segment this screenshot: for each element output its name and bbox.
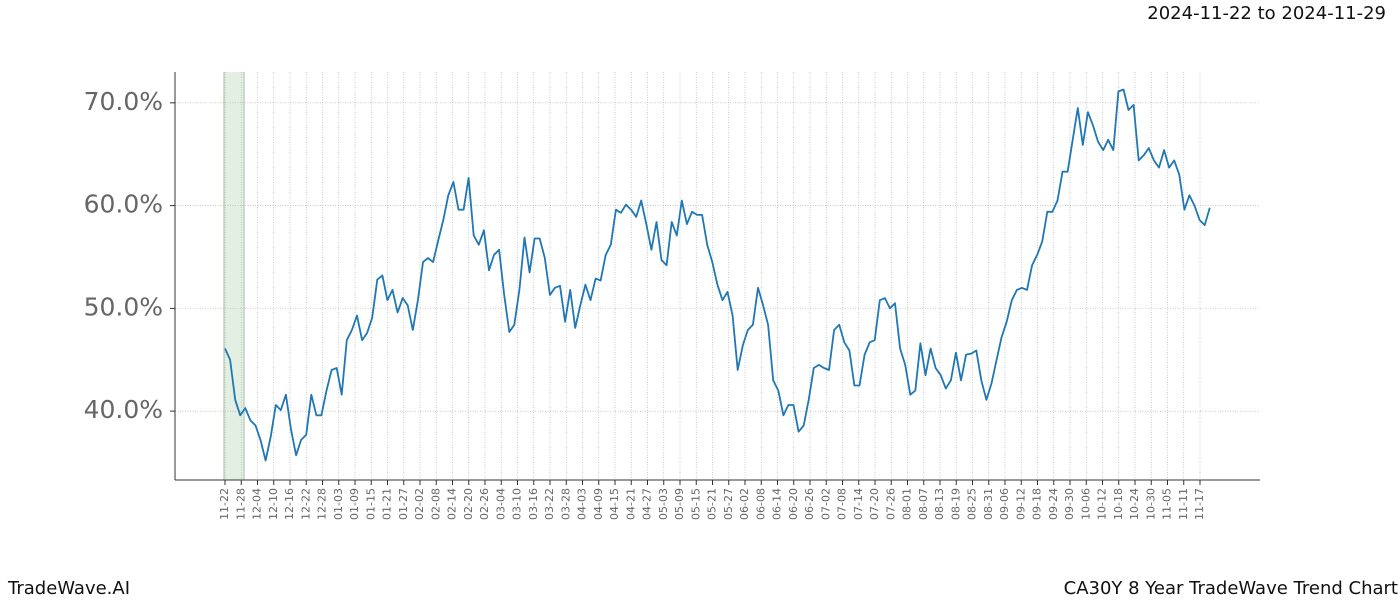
x-tick-label: 07-26 xyxy=(884,488,897,520)
x-tick-label: 11-22 xyxy=(218,488,231,520)
x-tick-label: 01-09 xyxy=(348,488,361,520)
x-tick-label: 03-04 xyxy=(494,488,507,520)
x-tick-label: 04-15 xyxy=(608,488,621,520)
date-range: 2024-11-22 to 2024-11-29 xyxy=(1147,3,1386,24)
x-tick-label: 11-05 xyxy=(1161,488,1174,520)
x-tick-label: 03-28 xyxy=(559,488,572,520)
x-tick-label: 01-27 xyxy=(397,488,410,520)
x-tick-label: 03-10 xyxy=(511,488,524,520)
x-tick-label: 10-06 xyxy=(1079,488,1092,520)
x-tick-label: 02-14 xyxy=(446,488,459,520)
x-tick-label: 10-24 xyxy=(1128,488,1141,520)
x-tick-label: 02-08 xyxy=(429,488,442,520)
x-tick-label: 06-26 xyxy=(803,488,816,520)
x-tick-label: 09-12 xyxy=(1014,488,1027,520)
x-tick-label: 12-04 xyxy=(251,488,264,520)
x-tick-label: 05-03 xyxy=(657,488,670,520)
x-tick-label: 01-15 xyxy=(364,488,377,520)
x-tick-label: 09-24 xyxy=(1047,488,1060,520)
x-tick-label: 02-26 xyxy=(478,488,491,520)
x-tick-label: 05-27 xyxy=(722,488,735,520)
x-tick-label: 10-30 xyxy=(1144,488,1157,520)
y-tick-label: 60.0% xyxy=(84,190,163,219)
chart-title: CA30Y 8 Year TradeWave Trend Chart xyxy=(1064,578,1398,599)
x-tick-label: 10-18 xyxy=(1112,488,1125,520)
x-tick-label: 04-03 xyxy=(576,488,589,520)
x-tick-label: 09-06 xyxy=(998,488,1011,520)
x-tick-label: 06-02 xyxy=(738,488,751,520)
x-tick-label: 07-20 xyxy=(868,488,881,520)
x-tick-label: 08-07 xyxy=(917,488,930,520)
x-tick-label: 11-11 xyxy=(1177,488,1190,520)
y-tick-label: 40.0% xyxy=(84,395,163,424)
x-tick-label: 08-13 xyxy=(933,488,946,520)
x-tick-label: 05-21 xyxy=(706,488,719,520)
x-tick-label: 06-14 xyxy=(771,488,784,520)
x-tick-label: 06-08 xyxy=(754,488,767,520)
x-tick-label: 04-27 xyxy=(641,488,654,520)
source: TradeWave.AI xyxy=(7,578,130,599)
x-tick-label: 08-25 xyxy=(966,488,979,520)
y-tick-label: 50.0% xyxy=(84,292,163,321)
trend-line xyxy=(224,88,1211,462)
x-tick-label: 09-30 xyxy=(1063,488,1076,520)
x-tick-label: 07-14 xyxy=(852,488,865,520)
x-tick-label: 12-22 xyxy=(299,488,312,520)
x-tick-label: 07-08 xyxy=(836,488,849,520)
x-tick-label: 08-31 xyxy=(982,488,995,520)
x-tick-label: 11-28 xyxy=(234,488,247,520)
x-tick-label: 06-20 xyxy=(787,488,800,520)
x-tick-label: 09-18 xyxy=(1031,488,1044,520)
x-tick-label: 08-19 xyxy=(949,488,962,520)
x-tick-label: 12-10 xyxy=(267,488,280,520)
x-tick-label: 02-02 xyxy=(413,488,426,520)
highlight-band xyxy=(224,72,244,480)
x-tick-label: 03-22 xyxy=(543,488,556,520)
x-tick-label: 04-09 xyxy=(592,488,605,520)
x-tick-label: 11-17 xyxy=(1193,488,1206,520)
y-tick-label: 70.0% xyxy=(84,87,163,116)
x-tick-label: 01-03 xyxy=(332,488,345,520)
x-tick-label: 05-15 xyxy=(689,488,702,520)
x-tick-label: 04-21 xyxy=(624,488,637,520)
x-tick-label: 03-16 xyxy=(527,488,540,520)
x-tick-label: 07-02 xyxy=(819,488,832,520)
x-tick-label: 12-28 xyxy=(316,488,329,520)
x-tick-label: 10-12 xyxy=(1096,488,1109,520)
x-tick-label: 02-20 xyxy=(462,488,475,520)
x-tick-label: 01-21 xyxy=(381,488,394,520)
x-tick-label: 08-01 xyxy=(901,488,914,520)
x-tick-label: 12-16 xyxy=(283,488,296,520)
x-tick-label: 05-09 xyxy=(673,488,686,520)
